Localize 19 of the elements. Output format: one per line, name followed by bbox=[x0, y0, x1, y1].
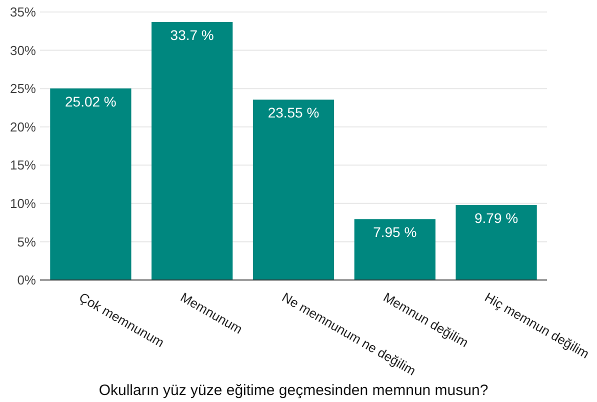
bar bbox=[50, 88, 132, 280]
bar bbox=[252, 100, 334, 280]
y-tick-label: 10% bbox=[10, 196, 36, 211]
data-label: 9.79 % bbox=[474, 210, 518, 226]
x-axis-title: Okulların yüz yüze eğitime geçmesinden memnun musun? bbox=[98, 382, 488, 399]
y-tick-label: 35% bbox=[10, 4, 36, 20]
bar bbox=[354, 219, 436, 280]
y-tick-label: 15% bbox=[10, 158, 36, 173]
data-label: 25.02 % bbox=[65, 93, 116, 110]
y-tick-label: 25% bbox=[10, 81, 36, 96]
data-label: 33.7 % bbox=[170, 26, 214, 43]
bar bbox=[152, 22, 233, 280]
bar bbox=[456, 205, 537, 280]
y-tick-label: 20% bbox=[10, 119, 36, 134]
data-label: 23.55 % bbox=[268, 104, 320, 121]
y-tick-label: 5% bbox=[17, 234, 36, 250]
y-tick-label: 30% bbox=[10, 42, 36, 58]
data-label: 7.95 % bbox=[373, 224, 417, 240]
y-tick-label: 0% bbox=[17, 272, 36, 288]
